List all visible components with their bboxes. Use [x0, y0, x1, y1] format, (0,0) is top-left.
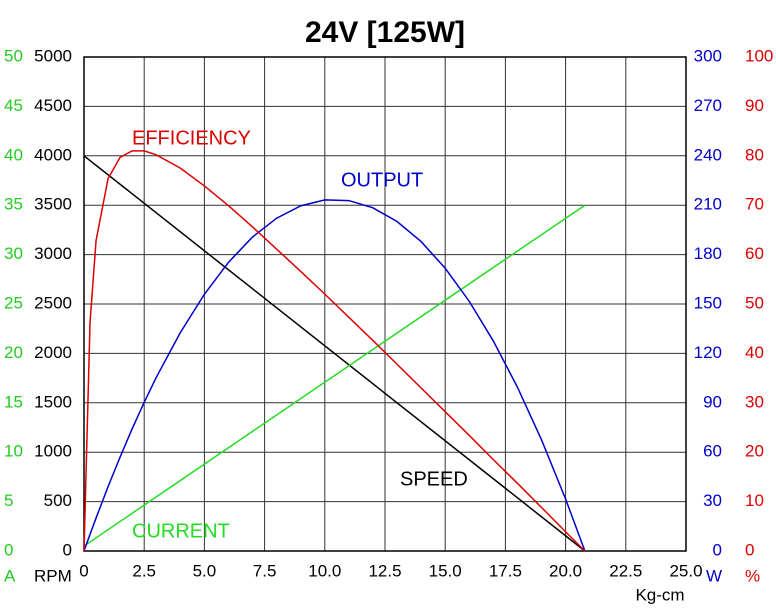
x-tick-label: 10.0 [308, 561, 341, 580]
series-label: SPEED [400, 468, 468, 490]
y-tick-label: 180 [694, 244, 722, 263]
y-tick-label: 3000 [34, 244, 72, 263]
x-tick-label: 22.5 [609, 561, 642, 580]
y-tick-label: 2500 [34, 293, 72, 312]
series-label: CURRENT [132, 520, 230, 542]
y-tick-label: 30 [4, 244, 23, 263]
series-label: OUTPUT [341, 169, 423, 191]
y-axis-unit: RPM [34, 566, 72, 585]
y-axis-unit: W [706, 566, 722, 585]
y-tick-label: 80 [745, 145, 764, 164]
y-axis-unit: A [4, 566, 16, 585]
x-tick-label: 12.5 [368, 561, 401, 580]
y-tick-label: 10 [4, 442, 23, 461]
y-tick-label: 100 [745, 46, 773, 65]
y-tick-label: 0 [745, 540, 754, 559]
x-tick-label: 0 [79, 561, 88, 580]
series-label: EFFICIENCY [132, 127, 251, 149]
y-tick-label: 30 [703, 491, 722, 510]
y-tick-label: 35 [4, 195, 23, 214]
y-tick-label: 10 [745, 491, 764, 510]
y-tick-label: 4500 [34, 96, 72, 115]
y-tick-label: 0 [713, 540, 722, 559]
y-tick-label: 0 [4, 540, 13, 559]
y-tick-label: 500 [44, 491, 72, 510]
y-tick-label: 90 [703, 392, 722, 411]
chart-title: 24V [125W] [305, 16, 465, 49]
y-tick-label: 270 [694, 96, 722, 115]
x-tick-label: 20.0 [549, 561, 582, 580]
y-tick-label: 25 [4, 293, 23, 312]
y-tick-label: 20 [4, 343, 23, 362]
y-axis-unit: % [745, 566, 760, 585]
y-tick-label: 5 [4, 491, 13, 510]
y-tick-label: 70 [745, 195, 764, 214]
y-tick-label: 1000 [34, 442, 72, 461]
y-tick-label: 120 [694, 343, 722, 362]
y-tick-label: 210 [694, 195, 722, 214]
y-tick-label: 3500 [34, 195, 72, 214]
y-tick-label: 15 [4, 392, 23, 411]
x-tick-label: 15.0 [429, 561, 462, 580]
y-tick-label: 4000 [34, 145, 72, 164]
y-tick-label: 50 [745, 293, 764, 312]
plot-frame [83, 56, 687, 552]
y-tick-label: 60 [745, 244, 764, 263]
series-line [83, 204, 586, 547]
y-tick-label: 40 [4, 145, 23, 164]
y-tick-label: 20 [745, 442, 764, 461]
x-tick-label: 7.5 [253, 561, 277, 580]
x-tick-label: 2.5 [132, 561, 156, 580]
y-tick-label: 50 [4, 46, 23, 65]
y-tick-label: 300 [694, 46, 722, 65]
y-tick-label: 40 [745, 343, 764, 362]
series-line [83, 199, 586, 552]
y-tick-label: 2000 [34, 343, 72, 362]
x-tick-label: 25.0 [669, 561, 702, 580]
y-tick-label: 240 [694, 145, 722, 164]
y-tick-label: 45 [4, 96, 23, 115]
y-tick-label: 0 [63, 540, 72, 559]
y-tick-label: 60 [703, 442, 722, 461]
y-tick-label: 1500 [34, 392, 72, 411]
series-line [83, 155, 586, 552]
y-tick-label: 30 [745, 392, 764, 411]
series-line [83, 150, 586, 552]
y-tick-label: 5000 [34, 46, 72, 65]
x-tick-label: 5.0 [193, 561, 217, 580]
x-tick-label: 17.5 [489, 561, 522, 580]
x-axis-label: Kg-cm [635, 585, 684, 604]
y-tick-label: 150 [694, 293, 722, 312]
y-tick-label: 90 [745, 96, 764, 115]
